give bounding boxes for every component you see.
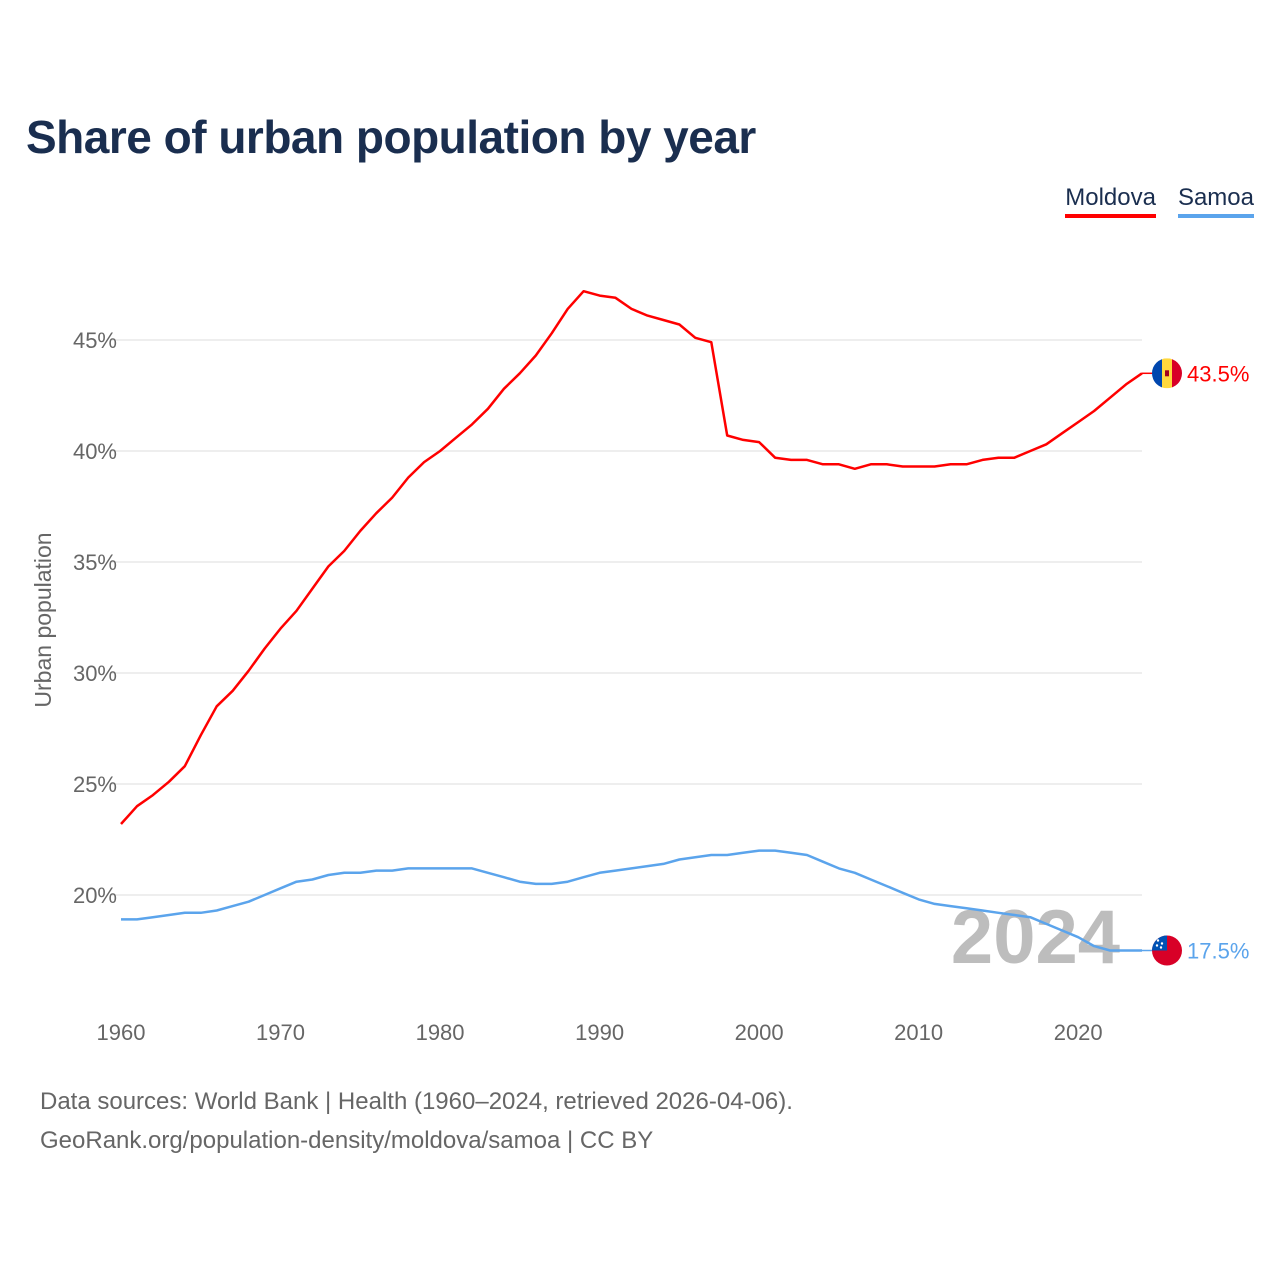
x-tick-label: 2010: [894, 1020, 943, 1045]
footer-sources: Data sources: World Bank | Health (1960–…: [40, 1088, 793, 1115]
x-tick-label: 1990: [575, 1020, 624, 1045]
series-line-samoa: [121, 849, 1142, 952]
y-tick-label: 30%: [73, 661, 117, 686]
end-value-label: 43.5%: [1187, 361, 1249, 386]
x-tick-label: 1970: [256, 1020, 305, 1045]
y-axis-label: Urban population: [30, 532, 56, 707]
x-tick-label: 1960: [97, 1020, 146, 1045]
y-tick-label: 40%: [73, 439, 117, 464]
series-line-moldova: [120, 289, 1143, 825]
year-watermark: 2024: [951, 895, 1120, 980]
x-tick-label: 2020: [1054, 1020, 1103, 1045]
moldova-flag-icon: [1152, 358, 1182, 389]
x-tick-label: 1980: [416, 1020, 465, 1045]
x-tick-label: 2000: [735, 1020, 784, 1045]
y-tick-label: 25%: [73, 772, 117, 797]
legend-moldova[interactable]: Moldova: [1065, 184, 1156, 218]
legend: Moldova Samoa: [1065, 184, 1254, 218]
y-tick-label: 35%: [73, 550, 117, 575]
chart-title: Share of urban population by year: [26, 111, 756, 163]
y-tick-label: 20%: [73, 883, 117, 908]
samoa-flag-icon: [1152, 935, 1182, 966]
end-value-label: 17.5%: [1187, 939, 1249, 964]
footer-link[interactable]: GeoRank.org/population-density/moldova/s…: [40, 1127, 654, 1154]
y-tick-label: 45%: [73, 328, 117, 353]
legend-samoa[interactable]: Samoa: [1177, 184, 1254, 218]
